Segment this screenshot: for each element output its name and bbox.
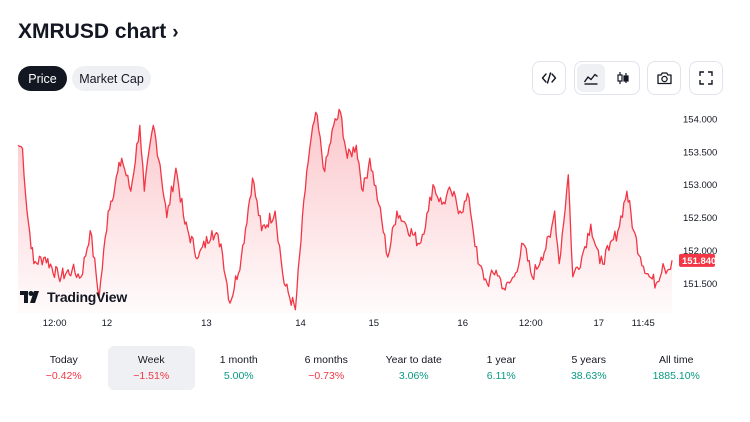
period-label: 1 month <box>219 354 258 366</box>
tab-price[interactable]: Price <box>18 66 67 91</box>
y-axis-tick-label: 154.000 <box>683 114 717 125</box>
price-chart[interactable]: 154.000 153.500 153.000 152.500 152.000 151.5… <box>0 105 750 330</box>
embed-code-button[interactable] <box>532 61 566 95</box>
x-axis-tick-label: 12:00 <box>43 318 67 329</box>
period-change: 38.63% <box>570 370 607 382</box>
x-axis-tick-label: 16 <box>457 318 468 329</box>
tradingview-logo-icon <box>20 291 39 303</box>
candlestick-button[interactable] <box>609 64 637 92</box>
period-tab-1-year[interactable]: 1 year 6.11% <box>458 346 546 390</box>
period-tab-1-month[interactable]: 1 month 5.00% <box>195 346 283 390</box>
period-tab-6-months[interactable]: 6 months −0.73% <box>283 346 371 390</box>
y-axis-tick-label: 153.500 <box>683 147 717 158</box>
tab-price-label: Price <box>28 71 57 86</box>
period-label: Year to date <box>385 354 442 366</box>
period-label: Today <box>49 354 78 366</box>
camera-icon <box>656 72 672 85</box>
y-axis-tick-label: 151.500 <box>683 279 717 290</box>
x-axis-tick-label: 17 <box>593 318 604 329</box>
tradingview-logo[interactable]: TradingView <box>20 289 127 305</box>
tradingview-logo-text: TradingView <box>47 289 128 305</box>
y-axis-tick-label: 152.500 <box>683 213 717 224</box>
x-axis-tick-label: 12:00 <box>519 318 543 329</box>
fullscreen-icon <box>699 71 713 85</box>
chevron-right-icon: › <box>172 21 179 43</box>
last-price-label: 151.840 <box>682 256 716 267</box>
period-change: −0.42% <box>45 370 82 382</box>
x-axis-tick-label: 13 <box>201 318 212 329</box>
period-label: Week <box>137 354 165 366</box>
period-label: 5 years <box>571 354 606 366</box>
x-axis-tick-label: 15 <box>368 318 379 329</box>
title-text: XMRUSD chart <box>18 20 167 43</box>
period-selector: Today −0.42% Week −1.51% 1 month 5.00% 6 month… <box>20 346 720 390</box>
x-axis-tick-label: 12 <box>102 318 113 329</box>
tab-market-cap-label: Market Cap <box>79 71 144 86</box>
period-change: −0.73% <box>308 370 345 382</box>
period-change: 3.06% <box>398 370 429 382</box>
period-tab-5-years[interactable]: 5 years 38.63% <box>545 346 633 390</box>
period-label: All time <box>659 354 694 366</box>
screenshot-button[interactable] <box>647 61 681 95</box>
chart-style-toggle <box>574 61 640 95</box>
period-change: 1885.10% <box>652 370 700 382</box>
last-price-badge: 151.840 <box>679 253 716 267</box>
price-line <box>17 108 673 311</box>
area-chart-icon <box>583 73 598 85</box>
area-chart-button[interactable] <box>577 64 605 92</box>
candlestick-icon <box>617 72 629 84</box>
y-axis-tick-label: 152.000 <box>683 246 717 257</box>
tab-market-cap[interactable]: Market Cap <box>72 66 151 91</box>
period-change: −1.51% <box>133 370 170 382</box>
x-axis-tick-label: 14 <box>295 318 306 329</box>
x-axis-tick-label: 11:45 <box>632 318 655 329</box>
period-label: 6 months <box>304 354 348 366</box>
price-area-fill <box>18 109 672 314</box>
fullscreen-button[interactable] <box>689 61 723 95</box>
period-change: 6.11% <box>486 370 516 382</box>
period-tab-year-to-date[interactable]: Year to date 3.06% <box>370 346 458 390</box>
y-axis-tick-label: 153.000 <box>683 180 717 191</box>
period-tab-all-time[interactable]: All time 1885.10% <box>633 346 721 390</box>
period-change: 5.00% <box>223 370 254 382</box>
period-tab-week[interactable]: Week −1.51% <box>107 346 195 390</box>
page-title[interactable]: XMRUSD chart › <box>18 20 179 44</box>
period-label: 1 year <box>486 354 516 366</box>
embed-code-icon <box>541 72 557 84</box>
period-tab-today[interactable]: Today −0.42% <box>20 346 108 390</box>
